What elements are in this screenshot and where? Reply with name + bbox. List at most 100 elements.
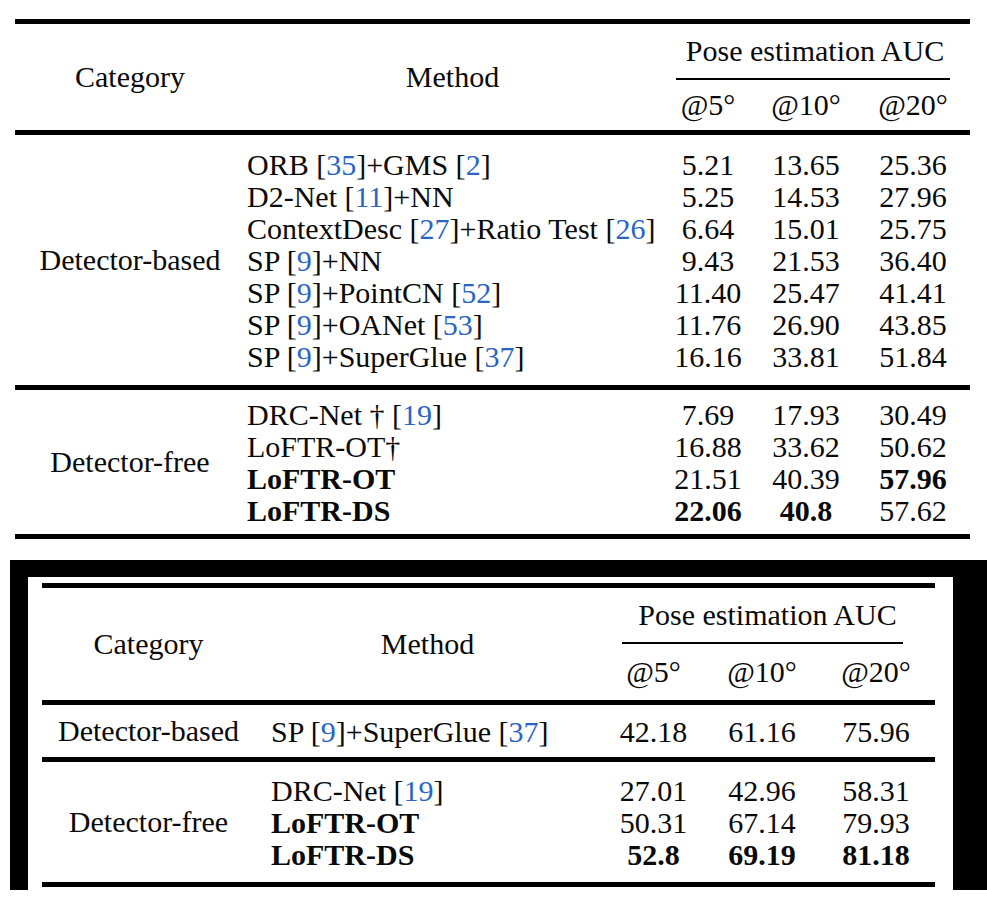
auc-value-cell: 16.88 bbox=[660, 430, 756, 464]
method-cell: DRC-Net † [19] bbox=[245, 398, 660, 432]
method-cell: LoFTR-DS bbox=[245, 494, 660, 528]
auc-value-cell: 40.8 bbox=[756, 494, 856, 528]
cite-ref[interactable]: 26 bbox=[615, 212, 645, 245]
cite-ref[interactable]: 9 bbox=[297, 308, 312, 341]
method-text: LoFTR-OT† bbox=[247, 430, 400, 463]
auc-value-cell: 26.90 bbox=[756, 308, 856, 342]
method-text: SP [ bbox=[247, 276, 297, 309]
cite-ref[interactable]: 37 bbox=[508, 715, 538, 748]
cite-ref[interactable]: 9 bbox=[297, 276, 312, 309]
cite-ref[interactable]: 52 bbox=[461, 276, 491, 309]
col-header-at20: @20° bbox=[817, 655, 935, 689]
auc-value-cell: 36.40 bbox=[856, 244, 970, 278]
method-text: ]+GMS [ bbox=[356, 148, 465, 181]
method-cell: SP [9]+OANet [53] bbox=[245, 308, 660, 342]
method-cell: ORB [35]+GMS [2] bbox=[245, 148, 660, 182]
method-header: Method bbox=[255, 588, 600, 700]
category-cell: Detector-free bbox=[42, 762, 255, 882]
cite-ref[interactable]: 11 bbox=[354, 180, 383, 213]
method-text: ]+SuperGlue [ bbox=[336, 715, 509, 748]
pose-estimation-table-inset: Category Method Pose estimation AUC @5° … bbox=[42, 583, 935, 887]
auc-value-cell: 75.96 bbox=[817, 715, 935, 749]
auc-value-cell: 58.31 bbox=[817, 774, 935, 808]
category-header: Category bbox=[15, 24, 245, 130]
method-text: DRC-Net † [ bbox=[247, 398, 402, 431]
cite-ref[interactable]: 35 bbox=[326, 148, 356, 181]
method-cell: SP [9]+SuperGlue [37] bbox=[255, 715, 600, 749]
method-cell: SP [9]+PointCN [52] bbox=[245, 276, 660, 310]
auc-value-cell: 11.40 bbox=[660, 276, 756, 310]
method-text: ] bbox=[432, 398, 442, 431]
category-header: Category bbox=[42, 588, 255, 700]
method-text: ]+Ratio Test [ bbox=[449, 212, 615, 245]
method-text: ]+SuperGlue [ bbox=[312, 340, 485, 373]
method-text: ] bbox=[473, 308, 483, 341]
table-header: Category Method Pose estimation AUC @5° … bbox=[15, 24, 970, 130]
method-cell: D2-Net [11]+NN bbox=[245, 180, 660, 214]
auc-group-header: Pose estimation AUC @5° @10° @20° bbox=[600, 588, 935, 700]
group-detector-free: Detector-free DRC-Net † [19] 7.69 17.93 … bbox=[15, 390, 970, 534]
method-cell: DRC-Net [19] bbox=[255, 774, 600, 808]
auc-group-header: Pose estimation AUC @5° @10° @20° bbox=[660, 24, 970, 130]
auc-value-cell: 14.53 bbox=[756, 180, 856, 214]
cite-ref[interactable]: 19 bbox=[403, 774, 433, 807]
method-cell: ContextDesc [27]+Ratio Test [26] bbox=[245, 212, 660, 246]
auc-value-cell: 33.62 bbox=[756, 430, 856, 464]
cite-ref[interactable]: 53 bbox=[443, 308, 473, 341]
col-header-at10: @10° bbox=[756, 88, 856, 122]
auc-group-label: Pose estimation AUC bbox=[660, 24, 970, 78]
auc-value-cell: 22.06 bbox=[660, 494, 756, 528]
auc-value-cell: 42.18 bbox=[600, 715, 707, 749]
method-cell: LoFTR-OT bbox=[245, 462, 660, 496]
method-text: ] bbox=[538, 715, 548, 748]
auc-value-cell: 41.41 bbox=[856, 276, 970, 310]
method-text: LoFTR-DS bbox=[271, 838, 414, 871]
table-bottom-rule bbox=[15, 534, 970, 539]
cite-ref[interactable]: 2 bbox=[466, 148, 481, 181]
col-header-at20: @20° bbox=[856, 88, 970, 122]
auc-value-cell: 50.62 bbox=[856, 430, 970, 464]
col-header-at5: @5° bbox=[600, 655, 707, 689]
auc-value-cell: 50.31 bbox=[600, 806, 707, 840]
cite-ref[interactable]: 19 bbox=[402, 398, 432, 431]
auc-value-cell: 21.53 bbox=[756, 244, 856, 278]
auc-value-cell: 27.96 bbox=[856, 180, 970, 214]
method-cell: LoFTR-OT† bbox=[245, 430, 660, 464]
document-page: Category Method Pose estimation AUC @5° … bbox=[0, 0, 987, 909]
auc-value-cell: 57.96 bbox=[856, 462, 970, 496]
auc-subheaders: @5° @10° @20° bbox=[600, 644, 935, 700]
category-cell: Detector-free bbox=[15, 390, 245, 534]
method-text: ] bbox=[514, 340, 524, 373]
auc-value-cell: 52.8 bbox=[600, 838, 707, 872]
auc-value-cell: 40.39 bbox=[756, 462, 856, 496]
method-cell: LoFTR-OT bbox=[255, 806, 600, 840]
auc-value-cell: 15.01 bbox=[756, 212, 856, 246]
auc-value-cell: 17.93 bbox=[756, 398, 856, 432]
auc-value-cell: 13.65 bbox=[756, 148, 856, 182]
method-cell: LoFTR-DS bbox=[255, 838, 600, 872]
auc-value-cell: 25.75 bbox=[856, 212, 970, 246]
auc-value-cell: 5.25 bbox=[660, 180, 756, 214]
category-cell: Detector-based bbox=[42, 705, 255, 757]
cite-ref[interactable]: 9 bbox=[297, 340, 312, 373]
cite-ref[interactable]: 37 bbox=[484, 340, 514, 373]
method-text: SP [ bbox=[247, 244, 297, 277]
method-text: ] bbox=[491, 276, 501, 309]
method-text: ] bbox=[433, 774, 443, 807]
method-text: ] bbox=[481, 148, 491, 181]
method-text: ] bbox=[645, 212, 655, 245]
method-text: DRC-Net [ bbox=[271, 774, 403, 807]
auc-value-cell: 43.85 bbox=[856, 308, 970, 342]
cite-ref[interactable]: 9 bbox=[297, 244, 312, 277]
auc-value-cell: 69.19 bbox=[707, 838, 817, 872]
auc-group-label: Pose estimation AUC bbox=[600, 588, 935, 642]
pose-estimation-table-main: Category Method Pose estimation AUC @5° … bbox=[15, 19, 970, 539]
cite-ref[interactable]: 27 bbox=[419, 212, 449, 245]
group-detector-based: Detector-based ORB [35]+GMS [2] 5.21 13.… bbox=[15, 135, 970, 385]
table-bottom-rule bbox=[42, 882, 935, 887]
method-text: ORB [ bbox=[247, 148, 326, 181]
cite-ref[interactable]: 9 bbox=[321, 715, 336, 748]
method-text: D2-Net [ bbox=[247, 180, 354, 213]
auc-value-cell: 33.81 bbox=[756, 340, 856, 374]
table-header: Category Method Pose estimation AUC @5° … bbox=[42, 588, 935, 700]
